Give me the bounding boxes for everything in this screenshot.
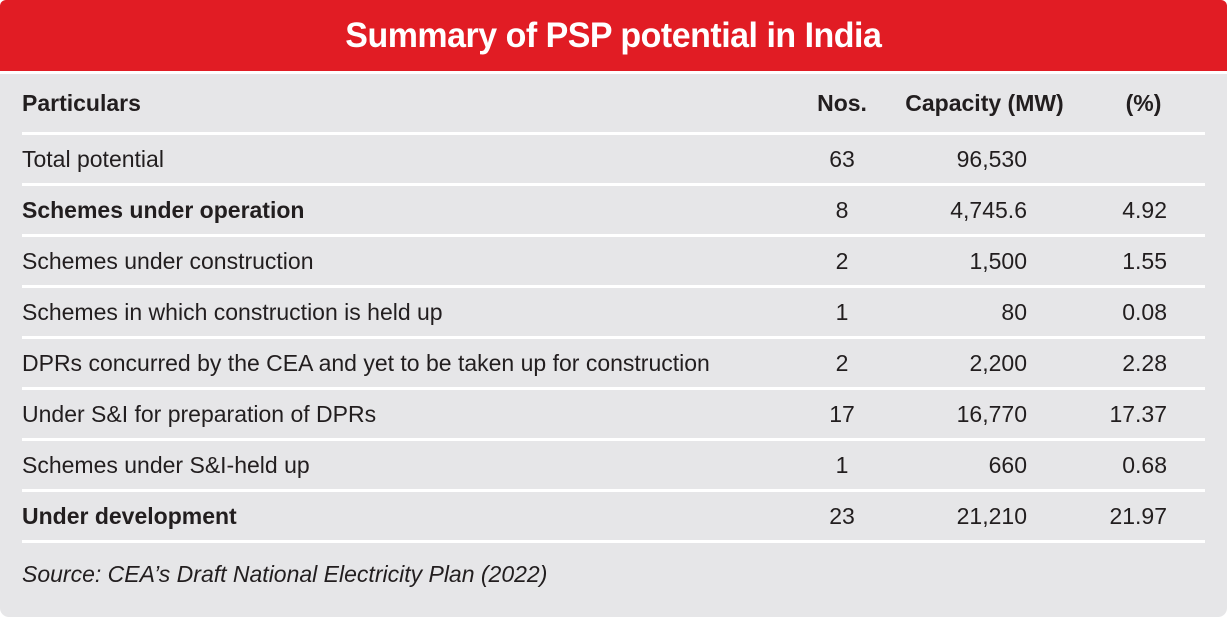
- cell-particulars: Total potential: [22, 133, 797, 186]
- cell-particulars: Schemes under construction: [22, 235, 797, 288]
- cell-capacity: 2,200: [887, 337, 1082, 390]
- cell-capacity: 16,770: [887, 388, 1082, 441]
- cell-capacity: 80: [887, 286, 1082, 339]
- cell-capacity: 96,530: [887, 133, 1082, 186]
- table-header-row: Particulars Nos. Capacity (MW) (%): [22, 74, 1205, 135]
- table-row: Under S&I for preparation of DPRs 17 16,…: [22, 388, 1205, 441]
- cell-capacity: 660: [887, 439, 1082, 492]
- cell-nos: 8: [797, 184, 887, 237]
- table-panel: Particulars Nos. Capacity (MW) (%) Total…: [0, 74, 1227, 617]
- cell-percent: 1.55: [1082, 235, 1205, 288]
- cell-percent: 0.08: [1082, 286, 1205, 339]
- table-row: Schemes under S&I-held up 1 660 0.68: [22, 439, 1205, 492]
- source-note: Source: CEA’s Draft National Electricity…: [22, 561, 548, 587]
- cell-percent: 17.37: [1082, 388, 1205, 441]
- psp-summary-table: Particulars Nos. Capacity (MW) (%) Total…: [22, 74, 1205, 543]
- figure-title: Summary of PSP potential in India: [345, 15, 882, 55]
- cell-particulars: Under S&I for preparation of DPRs: [22, 388, 797, 441]
- cell-nos: 2: [797, 337, 887, 390]
- cell-particulars: Schemes under operation: [22, 184, 797, 237]
- column-header-nos: Nos.: [797, 74, 887, 135]
- cell-percent: 4.92: [1082, 184, 1205, 237]
- column-header-particulars: Particulars: [22, 74, 797, 135]
- cell-percent: [1082, 133, 1205, 186]
- cell-particulars: Schemes in which construction is held up: [22, 286, 797, 339]
- cell-particulars: Schemes under S&I-held up: [22, 439, 797, 492]
- title-band: Summary of PSP potential in India: [0, 0, 1227, 71]
- cell-particulars: DPRs concurred by the CEA and yet to be …: [22, 337, 797, 390]
- cell-capacity: 4,745.6: [887, 184, 1082, 237]
- table-row: Total potential 63 96,530: [22, 133, 1205, 186]
- column-header-percent: (%): [1082, 74, 1205, 135]
- column-header-capacity: Capacity (MW): [887, 74, 1082, 135]
- table-row: Under development 23 21,210 21.97: [22, 490, 1205, 543]
- table-row: Schemes under construction 2 1,500 1.55: [22, 235, 1205, 288]
- table-row: Schemes in which construction is held up…: [22, 286, 1205, 339]
- cell-percent: 0.68: [1082, 439, 1205, 492]
- cell-nos: 23: [797, 490, 887, 543]
- cell-percent: 21.97: [1082, 490, 1205, 543]
- cell-particulars: Under development: [22, 490, 797, 543]
- cell-percent: 2.28: [1082, 337, 1205, 390]
- cell-capacity: 21,210: [887, 490, 1082, 543]
- cell-nos: 1: [797, 286, 887, 339]
- cell-nos: 2: [797, 235, 887, 288]
- cell-nos: 63: [797, 133, 887, 186]
- cell-nos: 1: [797, 439, 887, 492]
- cell-capacity: 1,500: [887, 235, 1082, 288]
- cell-nos: 17: [797, 388, 887, 441]
- table-row: DPRs concurred by the CEA and yet to be …: [22, 337, 1205, 390]
- table-row: Schemes under operation 8 4,745.6 4.92: [22, 184, 1205, 237]
